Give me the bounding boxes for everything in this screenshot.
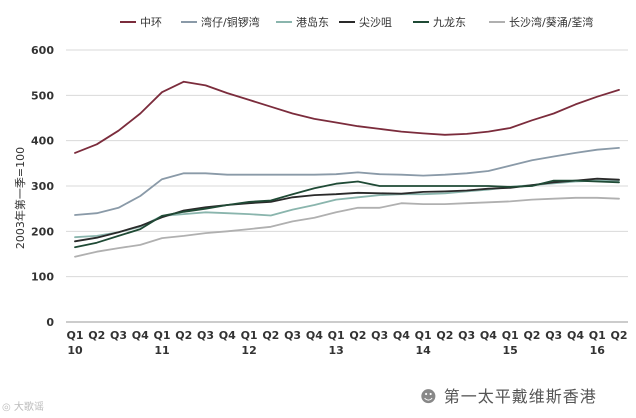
y-tick-label: 100 xyxy=(31,271,54,284)
series-line xyxy=(74,179,620,239)
y-tick-label: 200 xyxy=(31,225,54,238)
y-tick-label: 500 xyxy=(31,89,54,102)
legend-label: 长沙湾/葵涌/荃湾 xyxy=(509,15,593,29)
y-tick-label: 0 xyxy=(46,316,54,329)
watermark-brand-text: 第一太平戴维斯香港 xyxy=(443,387,597,406)
y-axis-label: 2003年第一季=100 xyxy=(13,147,27,249)
x-tick-quarter: Q3 xyxy=(110,329,127,342)
x-tick-quarter: Q3 xyxy=(458,329,475,342)
series-line xyxy=(74,80,620,154)
series-line xyxy=(74,179,620,249)
legend-label: 九龙东 xyxy=(433,16,466,29)
x-tick-year: 12 xyxy=(241,344,256,357)
grid-lines xyxy=(66,49,628,323)
x-tick-quarter: Q1 xyxy=(502,329,519,342)
x-tick-quarter: Q1 xyxy=(241,329,258,342)
x-tick-quarter: Q3 xyxy=(197,329,214,342)
y-tick-label: 400 xyxy=(31,135,54,148)
y-tick-label: 600 xyxy=(31,44,54,57)
watermark-brand: ☻ 第一太平戴维斯香港 xyxy=(420,383,597,407)
x-tick-quarter: Q2 xyxy=(523,329,540,342)
x-tick-year: 10 xyxy=(67,344,83,357)
x-tick-quarter: Q4 xyxy=(132,329,149,342)
x-tick-year: 15 xyxy=(503,344,518,357)
series-line xyxy=(74,146,620,216)
watermark-source: ◎ 大歌谣 xyxy=(2,398,44,413)
x-tick-quarter: Q4 xyxy=(393,329,410,342)
x-tick-quarter: Q2 xyxy=(88,329,105,342)
x-tick-year: 14 xyxy=(416,344,432,357)
watermark-logo-icon: ◎ xyxy=(2,402,14,413)
x-tick-quarter: Q4 xyxy=(306,329,323,342)
series-line xyxy=(74,196,620,258)
x-tick-quarter: Q1 xyxy=(589,329,606,342)
x-tick-quarter: Q1 xyxy=(415,329,432,342)
y-axis-ticks: 0 100 200 300 400 500 600 xyxy=(31,44,54,329)
x-tick-quarter: Q1 xyxy=(154,329,171,342)
x-tick-quarter: Q2 xyxy=(436,329,453,342)
x-tick-quarter: Q4 xyxy=(567,329,584,342)
wechat-icon: ☻ xyxy=(420,387,444,406)
x-axis-ticks: Q1 Q2 Q3 Q4 Q1 Q2 Q3 Q4 Q1 Q2 Q3 Q4 Q1 Q2 Q3 Q4 Q1 Q2 Q3 Q4… xyxy=(66,329,627,357)
series-lines xyxy=(74,80,620,258)
legend-label: 中环 xyxy=(140,16,162,29)
x-tick-year: 13 xyxy=(328,344,343,357)
legend-label: 尖沙咀 xyxy=(359,16,392,29)
x-tick-year: 11 xyxy=(154,344,169,357)
y-tick-label: 300 xyxy=(31,180,54,193)
x-tick-year: 16 xyxy=(590,344,606,357)
x-tick-quarter: Q3 xyxy=(284,329,301,342)
x-tick-quarter: Q2 xyxy=(610,329,627,342)
legend-label: 湾仔/铜锣湾 xyxy=(201,15,260,29)
x-tick-quarter: Q1 xyxy=(66,329,83,342)
x-tick-quarter: Q3 xyxy=(371,329,388,342)
watermark-source-text: 大歌谣 xyxy=(13,402,44,413)
x-tick-quarter: Q3 xyxy=(545,329,562,342)
x-tick-quarter: Q2 xyxy=(175,329,192,342)
x-tick-quarter: Q4 xyxy=(480,329,497,342)
x-tick-quarter: Q2 xyxy=(349,329,366,342)
x-tick-quarter: Q4 xyxy=(219,329,236,342)
x-tick-quarter: Q2 xyxy=(262,329,279,342)
x-tick-quarter: Q1 xyxy=(328,329,345,342)
legend-label: 港岛东 xyxy=(296,15,329,29)
legend: 中环 湾仔/铜锣湾 港岛东 尖沙咀 九龙东 长沙湾/葵涌/荃湾 xyxy=(120,15,593,29)
